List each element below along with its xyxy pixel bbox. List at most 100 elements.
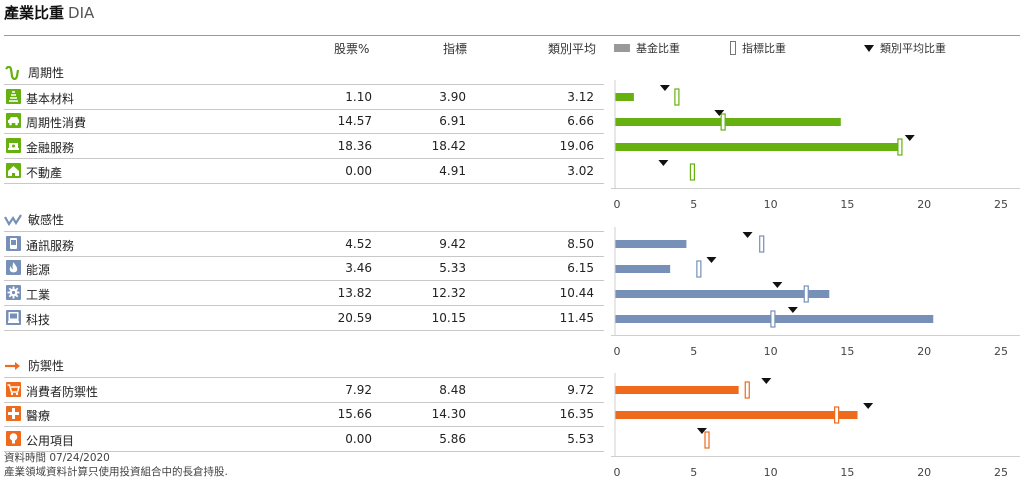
- legend-cat-label: 類別平均比重: [880, 42, 946, 55]
- car-icon: [6, 113, 21, 128]
- bench-marker: [834, 406, 840, 424]
- group-name: 周期性: [28, 66, 65, 80]
- sector-label: 公用項目: [26, 434, 75, 448]
- x-tick-label: 20: [917, 198, 931, 211]
- footer-date: 資料時間 07/24/2020: [4, 452, 110, 464]
- medical-cross-icon: [6, 406, 21, 421]
- defensive-icon: [5, 361, 20, 370]
- stock-value: 7.92: [345, 383, 372, 397]
- x-tick-label: 25: [994, 466, 1008, 479]
- category-marker: [696, 428, 707, 434]
- category-marker: [863, 403, 874, 409]
- sector-label: 工業: [26, 288, 51, 302]
- category-marker: [706, 257, 717, 263]
- stock-value: 4.52: [345, 237, 372, 251]
- category-marker: [659, 85, 670, 91]
- x-tick-label: 0: [614, 345, 621, 358]
- bench-marker: [897, 138, 903, 156]
- fund-bar: [615, 386, 739, 394]
- index-value: 4.91: [439, 164, 466, 178]
- legend-fund: 基金比重: [614, 40, 680, 56]
- computer-icon: [6, 310, 21, 325]
- x-tick-label: 0: [614, 198, 621, 211]
- group-name: 防禦性: [28, 359, 65, 373]
- category-marker: [787, 307, 798, 313]
- group-name: 敏感性: [28, 213, 65, 227]
- x-tick-label: 15: [840, 466, 854, 479]
- sector-label: 不動產: [26, 166, 63, 180]
- index-value: 10.15: [431, 311, 466, 325]
- legend-bench-label: 指標比重: [742, 42, 786, 55]
- category-value: 6.15: [567, 261, 594, 275]
- sector-label: 金融服務: [26, 141, 75, 155]
- index-value: 8.48: [439, 383, 466, 397]
- house-icon: [6, 163, 21, 178]
- category-value: 19.06: [559, 139, 594, 153]
- finance-icon: [6, 138, 21, 153]
- category-marker: [904, 135, 915, 141]
- bench-marker: [744, 381, 750, 399]
- table-row: 金融服務 18.36 18.42 19.06: [4, 134, 604, 159]
- category-value: 8.50: [567, 237, 594, 251]
- category-value: 5.53: [567, 432, 594, 446]
- fund-bar: [615, 93, 634, 101]
- index-value: 3.90: [439, 90, 466, 104]
- stock-value: 1.10: [345, 90, 372, 104]
- title-text: 產業比重: [4, 4, 65, 22]
- table-row: 工業 13.82 12.32 10.44: [4, 281, 604, 306]
- cat-triangle-icon: [864, 44, 874, 52]
- fund-bar: [615, 265, 671, 273]
- x-tick-label: 5: [690, 198, 697, 211]
- x-tick-label: 5: [690, 345, 697, 358]
- table-row: 能源 3.46 5.33 6.15: [4, 256, 604, 281]
- footer-note: 產業領域資料計算只使用投資組合中的長倉持股.: [4, 466, 228, 478]
- x-tick-label: 20: [917, 345, 931, 358]
- table-row: 科技 20.59 10.15 11.45: [4, 306, 604, 331]
- index-value: 12.32: [431, 286, 466, 300]
- sector-label: 科技: [26, 313, 51, 327]
- page-title: 產業比重 DIA: [4, 2, 94, 23]
- x-tick-label: 25: [994, 198, 1008, 211]
- legend-cat: 類別平均比重: [864, 40, 946, 56]
- table-row: 通訊服務 4.52 9.42 8.50: [4, 231, 604, 257]
- group-title: 防禦性: [4, 357, 64, 374]
- table-row: 消費者防禦性 7.92 8.48 9.72: [4, 377, 604, 403]
- bench-marker: [759, 235, 765, 253]
- index-value: 6.91: [439, 114, 466, 128]
- table-row: 基本材料 1.10 3.90 3.12: [4, 84, 604, 110]
- group-title: 敏感性: [4, 211, 64, 228]
- bench-marker: [803, 285, 809, 303]
- col-header-stock: 股票%: [334, 42, 370, 56]
- phone-icon: [6, 236, 21, 251]
- sector-label: 基本材料: [26, 92, 75, 106]
- col-header-category: 類別平均: [548, 42, 597, 56]
- fund-bar: [615, 118, 841, 126]
- x-tick-label: 10: [764, 466, 778, 479]
- category-value: 16.35: [559, 407, 594, 421]
- x-tick-label: 5: [690, 466, 697, 479]
- bench-marker: [704, 431, 710, 449]
- materials-icon: [6, 89, 21, 104]
- table-row: 醫療 15.66 14.30 16.35: [4, 402, 604, 427]
- fund-bar: [615, 240, 687, 248]
- stock-value: 15.66: [337, 407, 372, 421]
- fund-bar: [615, 315, 934, 323]
- category-value: 10.44: [559, 286, 594, 300]
- group-title: 周期性: [4, 64, 64, 81]
- cart-icon: [6, 382, 21, 397]
- col-header-index: 指標: [443, 42, 468, 56]
- index-value: 9.42: [439, 237, 466, 251]
- category-marker: [742, 232, 753, 238]
- ticker-text: DIA: [68, 4, 95, 22]
- fund-bar: [615, 290, 830, 298]
- x-tick-label: 15: [840, 345, 854, 358]
- sector-label: 通訊服務: [26, 239, 75, 253]
- bench-marker: [720, 113, 726, 131]
- category-value: 3.12: [567, 90, 594, 104]
- category-value: 9.72: [567, 383, 594, 397]
- sector-label: 醫療: [26, 409, 51, 423]
- fund-bar: [615, 143, 900, 151]
- index-value: 5.86: [439, 432, 466, 446]
- stock-value: 20.59: [337, 311, 372, 325]
- category-marker: [714, 110, 725, 116]
